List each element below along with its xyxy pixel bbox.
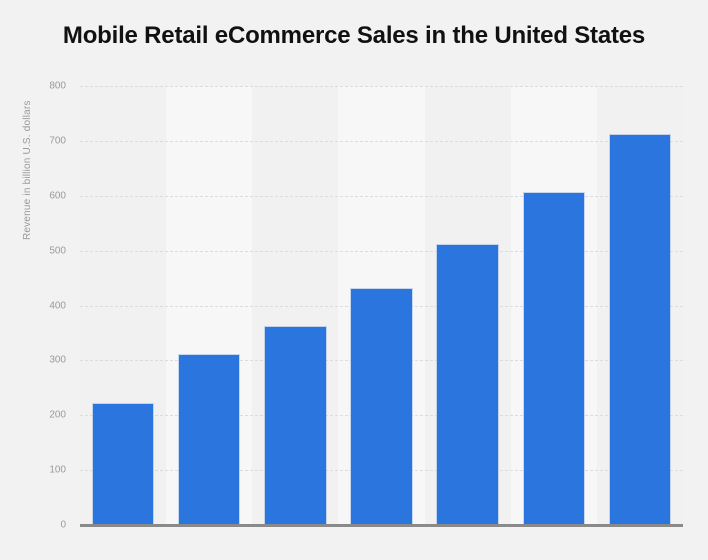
bar[interactable]: [609, 135, 671, 525]
bar[interactable]: [437, 245, 498, 525]
y-axis-tick-label: 0: [60, 519, 66, 531]
bar[interactable]: [523, 193, 584, 525]
bar[interactable]: [265, 327, 326, 525]
y-axis-tick-labels: 0 100 200 300 400 500 600 700 800: [0, 81, 80, 531]
y-axis-tick-label: 400: [49, 300, 66, 311]
gridline: [80, 86, 683, 88]
chart-title: Mobile Retail eCommerce Sales in the Uni…: [62, 22, 646, 49]
bar[interactable]: [92, 404, 154, 525]
y-axis-tick-label: 500: [49, 245, 66, 257]
y-axis-tick-label: 800: [49, 80, 66, 92]
bar[interactable]: [179, 354, 240, 525]
y-axis-tick-label: 300: [49, 354, 66, 366]
y-axis-tick-label: 200: [49, 409, 66, 421]
gridline: [80, 140, 683, 143]
axis-baseline: [80, 525, 683, 527]
y-axis-tick-label: 600: [49, 190, 66, 202]
y-axis-tick-label: 700: [49, 135, 66, 147]
y-axis-tick-label: 100: [49, 464, 66, 476]
bar[interactable]: [351, 289, 412, 525]
bar-series: [80, 86, 683, 525]
plot-area: [80, 86, 683, 527]
gridline: [80, 195, 683, 198]
gridline: [80, 250, 683, 253]
x-axis-line: [80, 524, 683, 526]
